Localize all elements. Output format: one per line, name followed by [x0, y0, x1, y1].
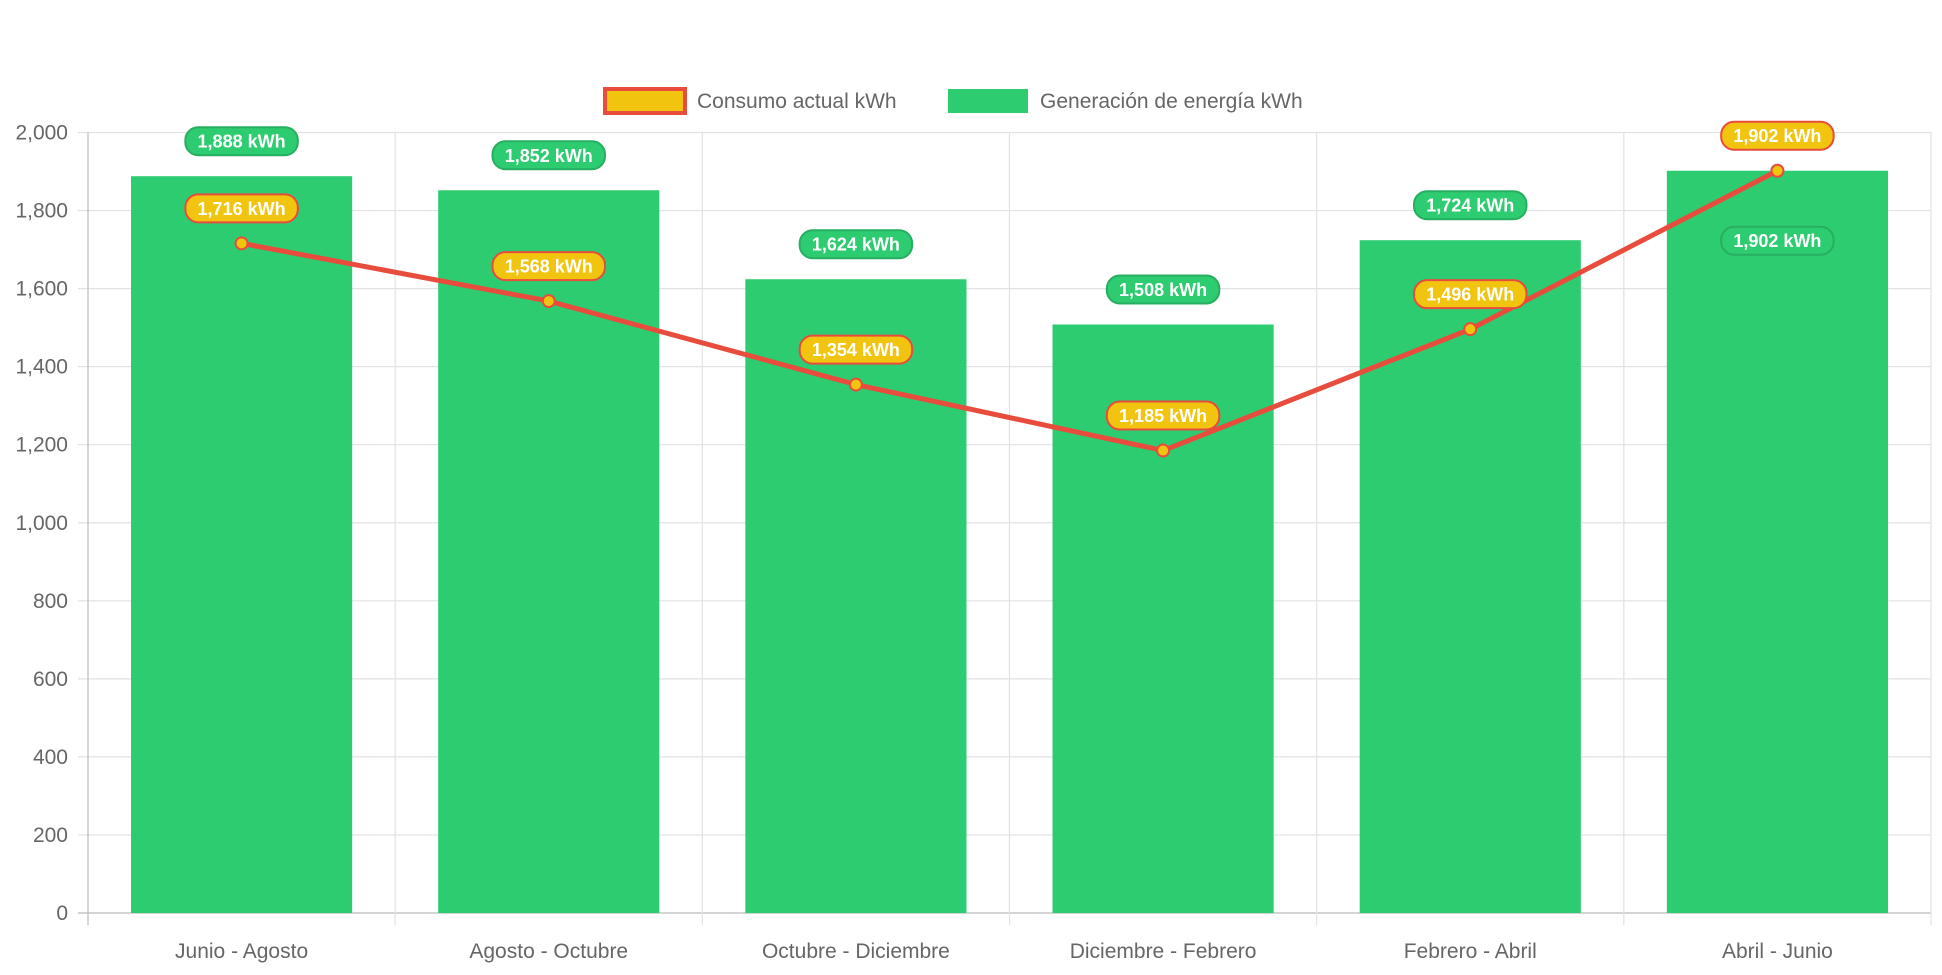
x-tick-label: Octubre - Diciembre — [762, 940, 950, 963]
svg-text:1,185 kWh: 1,185 kWh — [1119, 406, 1207, 426]
svg-text:1,568 kWh: 1,568 kWh — [505, 257, 593, 277]
x-tick-label: Abril - Junio — [1722, 940, 1833, 963]
bar-generacion[interactable] — [131, 176, 353, 913]
y-tick-label: 800 — [33, 590, 68, 613]
legend-swatch-consumo[interactable] — [603, 87, 687, 115]
svg-text:1,716 kWh: 1,716 kWh — [198, 199, 286, 219]
data-label: 1,724 kWh — [1413, 190, 1528, 221]
data-label: 1,624 kWh — [798, 229, 914, 260]
y-tick-label: 0 — [56, 902, 68, 925]
data-label: 1,354 kWh — [798, 334, 914, 365]
x-tick-label: Febrero - Abril — [1404, 940, 1537, 963]
x-tick-label: Agosto - Octubre — [469, 940, 628, 963]
point-consumo[interactable] — [1156, 443, 1171, 458]
bar-generacion[interactable] — [745, 279, 967, 913]
y-tick-label: 400 — [33, 746, 68, 769]
point-consumo[interactable] — [1770, 163, 1785, 178]
legend-label-generacion[interactable]: Generación de energía kWh — [1040, 90, 1303, 113]
y-tick-label: 2,000 — [15, 122, 68, 145]
data-label: 1,508 kWh — [1105, 274, 1221, 305]
svg-text:1,852 kWh: 1,852 kWh — [505, 146, 593, 166]
x-tick-label: Diciembre - Febrero — [1070, 940, 1257, 963]
point-consumo[interactable] — [234, 236, 249, 251]
bar-generacion[interactable] — [1666, 170, 1888, 913]
svg-text:1,888 kWh: 1,888 kWh — [198, 132, 286, 152]
legend-swatch-generacion[interactable] — [948, 89, 1028, 113]
svg-text:1,902 kWh: 1,902 kWh — [1733, 231, 1821, 251]
svg-text:1,496 kWh: 1,496 kWh — [1426, 285, 1514, 305]
data-label: 1,496 kWh — [1413, 279, 1528, 310]
data-label: 1,716 kWh — [184, 193, 299, 224]
point-consumo[interactable] — [541, 294, 556, 309]
point-consumo[interactable] — [848, 377, 863, 392]
data-label: 1,902 kWh — [1720, 120, 1835, 151]
x-tick-label: Junio - Agosto — [175, 940, 308, 963]
y-tick-label: 600 — [33, 668, 68, 691]
bar-generacion[interactable] — [1359, 240, 1581, 914]
svg-text:1,354 kWh: 1,354 kWh — [812, 340, 900, 360]
y-tick-label: 1,800 — [15, 200, 68, 223]
legend: Consumo actual kWh Generación de energía … — [603, 87, 1303, 115]
svg-text:1,902 kWh: 1,902 kWh — [1733, 126, 1821, 146]
data-label: 1,852 kWh — [491, 140, 606, 171]
y-tick-label: 1,400 — [15, 356, 68, 379]
bar-generacion[interactable] — [438, 190, 660, 913]
y-tick-label: 1,600 — [15, 278, 68, 301]
svg-text:1,508 kWh: 1,508 kWh — [1119, 280, 1207, 300]
data-label: 1,185 kWh — [1105, 400, 1221, 431]
svg-text:1,724 kWh: 1,724 kWh — [1426, 196, 1514, 216]
data-label: 1,568 kWh — [491, 251, 606, 282]
y-tick-label: 1,000 — [15, 512, 68, 535]
y-tick-label: 1,200 — [15, 434, 68, 457]
data-label: 1,888 kWh — [184, 126, 299, 157]
y-tick-label: 200 — [33, 824, 68, 847]
data-label: 1,902 kWh — [1720, 225, 1835, 256]
point-consumo[interactable] — [1463, 322, 1478, 337]
legend-label-consumo[interactable]: Consumo actual kWh — [697, 90, 897, 113]
svg-text:1,624 kWh: 1,624 kWh — [812, 235, 900, 255]
